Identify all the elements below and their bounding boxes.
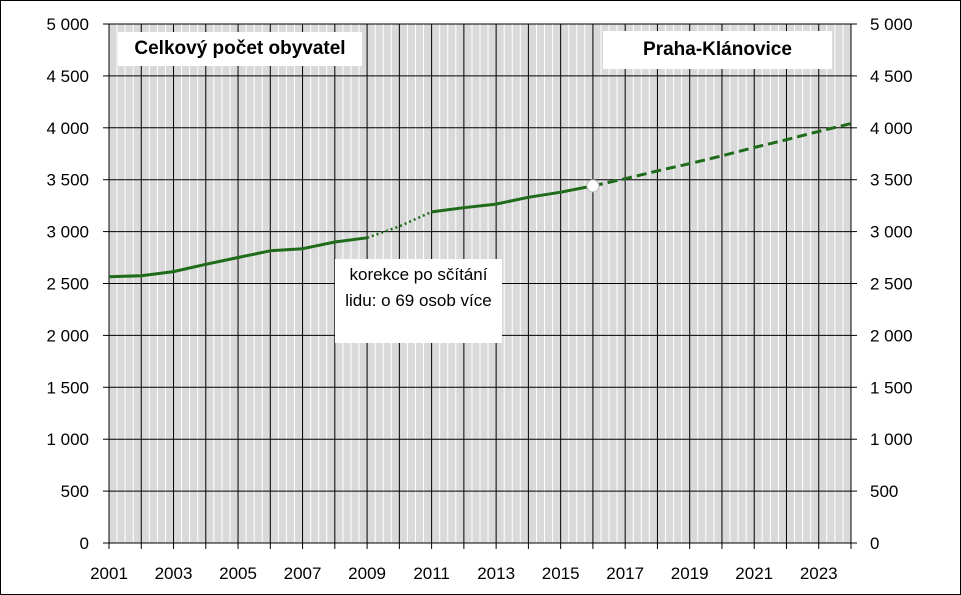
x-tick-label: 2003 xyxy=(155,564,193,583)
y-tick-label: 3 500 xyxy=(46,171,89,190)
x-tick-label: 2011 xyxy=(413,564,450,583)
x-tick-label: 2007 xyxy=(284,564,322,583)
y-tick-label: 0 xyxy=(80,534,89,553)
y-tick-label-right: 4 000 xyxy=(870,119,913,138)
y-tick-label-right: 2 000 xyxy=(870,326,913,345)
y-tick-label: 2 000 xyxy=(46,326,89,345)
y-tick-label-right: 5 000 xyxy=(870,15,913,34)
y-tick-label-right: 0 xyxy=(870,534,879,553)
x-tick-label: 2017 xyxy=(606,564,644,583)
y-tick-label-right: 1 500 xyxy=(870,378,913,397)
x-tick-label: 2005 xyxy=(219,564,257,583)
x-tick-label: 2009 xyxy=(348,564,386,583)
y-tick-label: 2 500 xyxy=(46,275,89,294)
series-line-dotted xyxy=(366,210,433,239)
x-tick-label: 2015 xyxy=(542,564,580,583)
y-tick-label: 4 500 xyxy=(46,67,89,86)
y-tick-label: 5 000 xyxy=(46,15,89,34)
y-tick-label: 1 000 xyxy=(46,430,89,449)
series-line-solid xyxy=(431,184,594,214)
y-tick-label-right: 4 500 xyxy=(870,67,913,86)
x-tick-label: 2019 xyxy=(671,564,709,583)
x-tick-label: 2001 xyxy=(90,564,128,583)
forecast-start-marker xyxy=(586,179,600,193)
series-line-solid xyxy=(108,236,368,279)
y-tick-label: 3 000 xyxy=(46,223,89,242)
x-tick-label: 2023 xyxy=(800,564,838,583)
y-tick-label-right: 1 000 xyxy=(870,430,913,449)
y-tick-label: 500 xyxy=(61,482,89,501)
x-tick-label: 2013 xyxy=(477,564,515,583)
chart-title: Celkový počet obyvatel xyxy=(118,32,362,66)
y-tick-label-right: 3 500 xyxy=(870,171,913,190)
y-tick-label: 4 000 xyxy=(46,119,89,138)
y-tick-label-right: 2 500 xyxy=(870,275,913,294)
location-label: Praha-Klánovice xyxy=(603,31,832,69)
y-tick-label: 1 500 xyxy=(46,378,89,397)
census-correction-note: korekce po sčítání lidu: o 69 osob více xyxy=(335,259,502,343)
y-tick-label-right: 500 xyxy=(870,482,898,501)
y-tick-label-right: 3 000 xyxy=(870,223,913,242)
x-tick-label: 2021 xyxy=(735,564,773,583)
